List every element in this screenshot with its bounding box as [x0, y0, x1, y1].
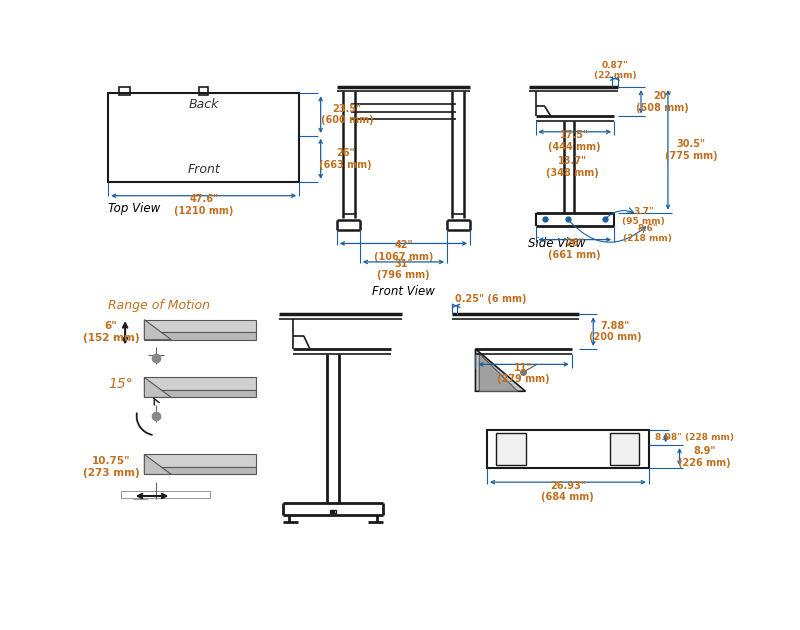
- Text: Back: Back: [189, 98, 219, 111]
- Bar: [487, 430, 649, 468]
- Bar: [496, 433, 526, 465]
- Text: 42"
(1067 mm): 42" (1067 mm): [374, 241, 433, 262]
- Bar: [144, 377, 256, 390]
- Polygon shape: [475, 349, 526, 391]
- Text: 7.88"
(200 mm): 7.88" (200 mm): [589, 321, 641, 343]
- Bar: [122, 491, 210, 498]
- Text: 8.6"
(218 mm): 8.6" (218 mm): [623, 224, 672, 243]
- Text: Front View: Front View: [372, 285, 435, 298]
- Text: 10.75"
(273 mm): 10.75" (273 mm): [83, 456, 140, 478]
- Bar: [199, 87, 208, 95]
- Text: 30.5"
(775 mm): 30.5" (775 mm): [665, 139, 718, 161]
- Text: 0.25" (6 mm): 0.25" (6 mm): [455, 294, 526, 304]
- Text: 47.6"
(1210 mm): 47.6" (1210 mm): [174, 194, 234, 215]
- Text: Range of Motion: Range of Motion: [108, 299, 210, 312]
- Text: 6"
(152 mm): 6" (152 mm): [83, 321, 139, 343]
- Text: Side View: Side View: [528, 237, 585, 250]
- Polygon shape: [479, 353, 518, 391]
- Text: 11"
(279 mm): 11" (279 mm): [498, 363, 550, 384]
- Bar: [144, 332, 256, 340]
- Bar: [144, 454, 256, 467]
- Polygon shape: [144, 377, 171, 398]
- Text: 3.7"
(95 mm): 3.7" (95 mm): [622, 207, 665, 226]
- Text: 8.9"
(226 mm): 8.9" (226 mm): [678, 446, 730, 467]
- Text: 23.5"
(600 mm): 23.5" (600 mm): [321, 104, 373, 125]
- Text: Top View: Top View: [108, 202, 161, 215]
- Text: 17.5"
(444 mm): 17.5" (444 mm): [549, 130, 601, 152]
- Text: Front: Front: [187, 163, 220, 176]
- Polygon shape: [144, 319, 171, 340]
- Text: 15°: 15°: [108, 377, 133, 391]
- Text: 0.87"
(22 mm): 0.87" (22 mm): [594, 60, 636, 80]
- Text: 20"
(508 mm): 20" (508 mm): [636, 91, 689, 113]
- Text: 26.93"
(684 mm): 26.93" (684 mm): [542, 481, 594, 502]
- Text: 26"
(663 mm): 26" (663 mm): [319, 148, 372, 169]
- Bar: [144, 467, 256, 474]
- Bar: [144, 319, 256, 332]
- Bar: [144, 390, 256, 398]
- Bar: [108, 93, 299, 182]
- Bar: [610, 433, 639, 465]
- Polygon shape: [144, 454, 171, 474]
- Text: 26"
(661 mm): 26" (661 mm): [549, 238, 601, 260]
- Text: 13.7"
(348 mm): 13.7" (348 mm): [546, 156, 599, 178]
- Text: 31"
(796 mm): 31" (796 mm): [377, 259, 430, 280]
- Bar: [330, 510, 336, 513]
- Bar: [119, 87, 130, 95]
- Text: 8.98" (228 mm): 8.98" (228 mm): [655, 433, 734, 442]
